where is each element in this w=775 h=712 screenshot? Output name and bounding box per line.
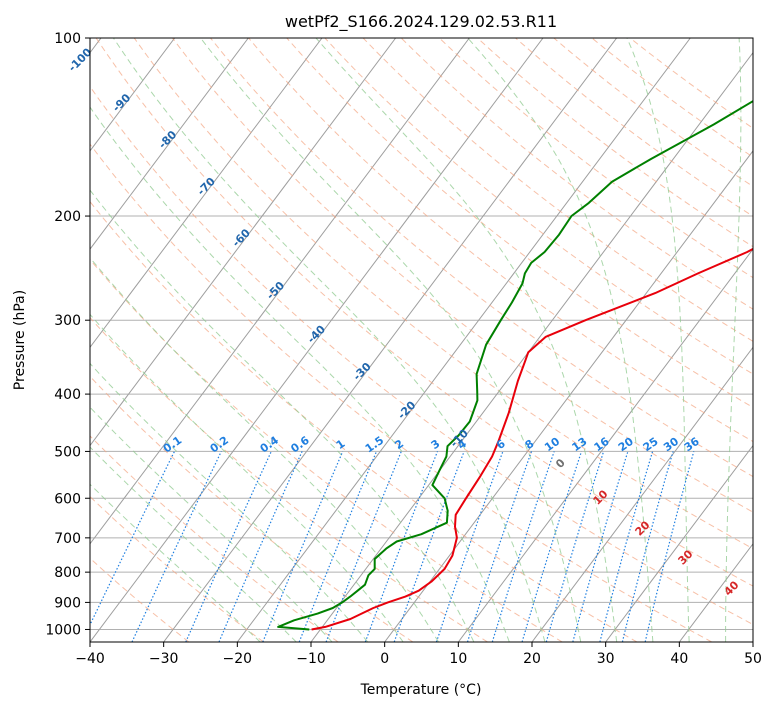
y-tick-label: 100 xyxy=(54,31,81,47)
y-tick-label: 300 xyxy=(54,313,81,329)
x-tick-label: −40 xyxy=(75,651,105,667)
x-tick-label: −30 xyxy=(149,651,179,667)
x-tick-label: 40 xyxy=(670,651,688,667)
y-tick-label: 800 xyxy=(54,565,81,581)
y-tick-label: 1000 xyxy=(45,622,81,638)
y-tick-label: 400 xyxy=(54,387,81,403)
y-tick-label: 900 xyxy=(54,595,81,611)
x-tick-label: 20 xyxy=(523,651,541,667)
x-tick-label: −20 xyxy=(223,651,253,667)
x-tick-label: 10 xyxy=(449,651,467,667)
y-tick-label: 600 xyxy=(54,491,81,507)
y-tick-label: 200 xyxy=(54,209,81,225)
chart-title: wetPf2_S166.2024.129.02.53.R11 xyxy=(285,12,557,32)
y-axis-label: Pressure (hPa) xyxy=(12,290,28,390)
y-tick-label: 700 xyxy=(54,531,81,547)
x-tick-label: 0 xyxy=(380,651,389,667)
x-tick-label: 30 xyxy=(597,651,615,667)
y-tick-label: 500 xyxy=(54,444,81,460)
x-axis-label: Temperature (°C) xyxy=(360,682,482,698)
x-tick-label: 50 xyxy=(744,651,762,667)
x-tick-label: −10 xyxy=(296,651,326,667)
